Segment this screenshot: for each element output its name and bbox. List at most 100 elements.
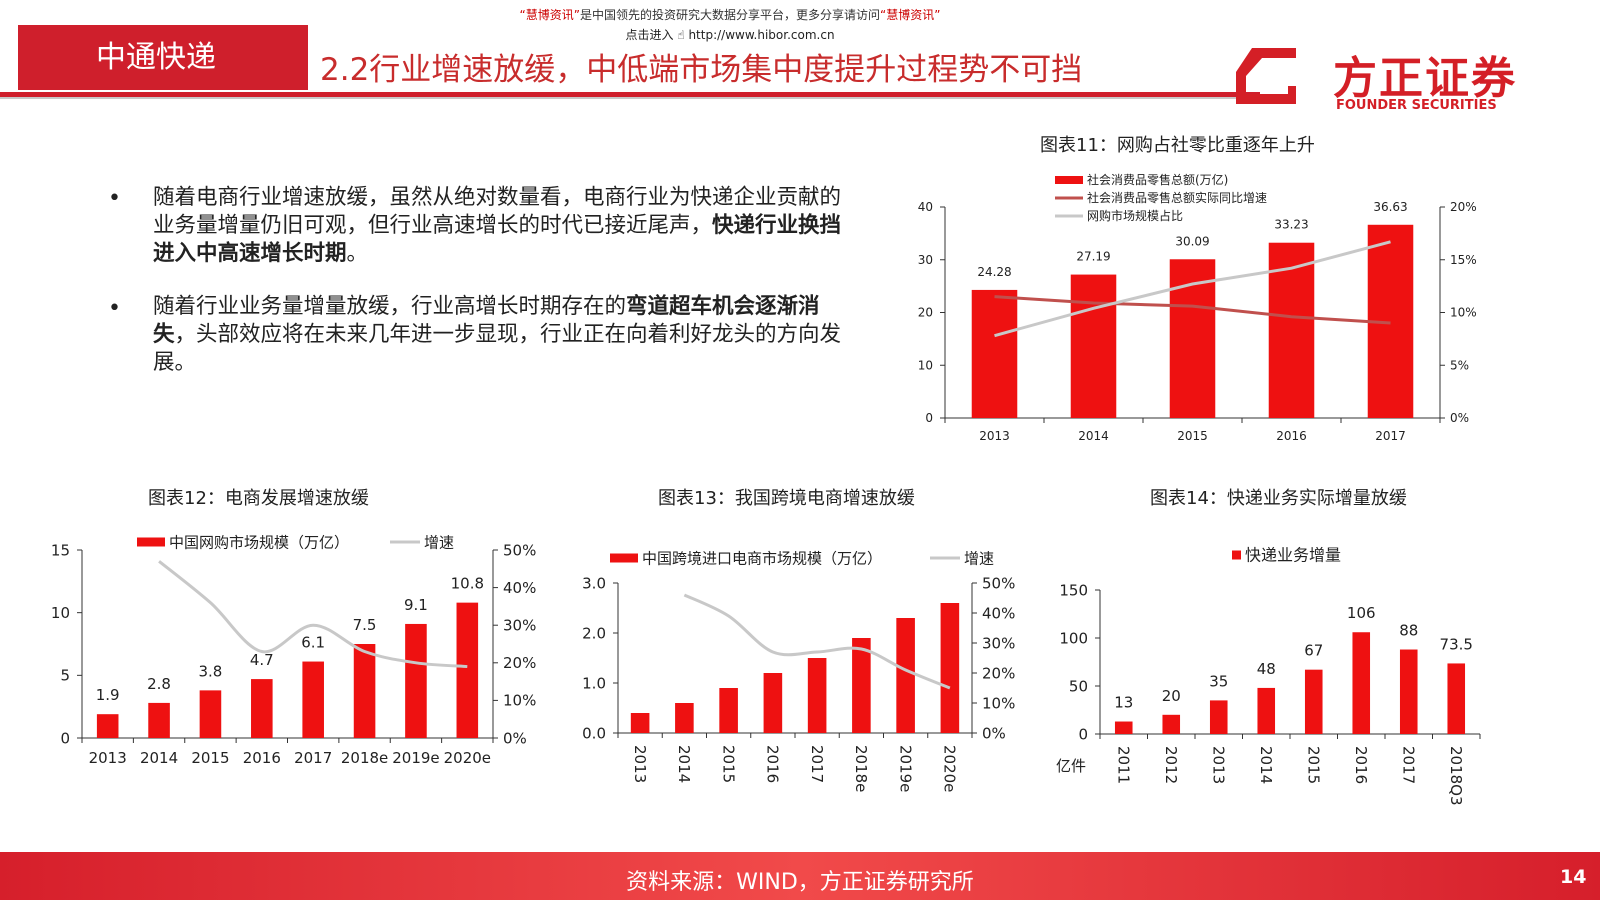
x-tick-label: 2015 bbox=[1305, 746, 1323, 784]
chart12-title: 图表12：电商发展增速放缓 bbox=[148, 488, 369, 509]
bar bbox=[1169, 259, 1216, 418]
data-label: 10.8 bbox=[451, 575, 484, 593]
heading-divider-shadow bbox=[0, 97, 1260, 99]
y2-tick-label: 15% bbox=[1450, 253, 1477, 267]
bar bbox=[1162, 714, 1181, 734]
y-tick-label: 1.0 bbox=[582, 674, 606, 692]
y2-tick-label: 0% bbox=[982, 724, 1006, 742]
bullet-1-end: 。 bbox=[346, 241, 369, 266]
y2-tick-label: 20% bbox=[982, 664, 1015, 682]
pointer-cursor-icon: ☝ bbox=[677, 28, 685, 42]
bar bbox=[1399, 649, 1418, 734]
x-tick-label: 2012 bbox=[1162, 746, 1180, 784]
legend-label: 中国跨境进口电商市场规模（万亿） bbox=[642, 549, 882, 567]
logo-name: 方正证券 bbox=[1333, 53, 1517, 104]
y2-tick-label: 10% bbox=[1450, 306, 1477, 320]
legend-swatch bbox=[137, 537, 165, 547]
section-label: 中通快递 bbox=[18, 25, 308, 90]
legend-label: 网购市场规模占比 bbox=[1087, 208, 1183, 223]
legend-label: 中国网购市场规模（万亿） bbox=[169, 533, 349, 551]
data-label: 13 bbox=[1114, 694, 1133, 712]
x-tick-label: 2011 bbox=[1115, 746, 1133, 784]
x-tick-label: 2016 bbox=[764, 745, 782, 783]
chart12: 0 5 10 15 0% 10% 20% 30% 40% 50% 2013 2014 2015 2016 2… bbox=[51, 533, 536, 767]
y-tick-label: 3.0 bbox=[582, 574, 606, 592]
bullet-marker: • bbox=[108, 296, 121, 321]
data-label: 88 bbox=[1399, 622, 1418, 640]
bullet-marker: • bbox=[108, 186, 121, 211]
y2-tick-label: 20% bbox=[503, 654, 536, 672]
y2-tick-label: 50% bbox=[503, 541, 536, 559]
bar bbox=[807, 658, 827, 733]
promo-brand-2: “慧博资讯” bbox=[880, 8, 941, 22]
y-tick-label: 0 bbox=[1078, 725, 1088, 743]
series-line bbox=[994, 240, 1391, 338]
data-label: 20 bbox=[1162, 687, 1181, 705]
data-label: 2.8 bbox=[147, 675, 171, 693]
chart13: 0.0 1.0 2.0 3.0 0% 10% 20% 30% 40% 50% 2013 2014 201… bbox=[582, 549, 1015, 792]
bullet-text-1: 随着电商行业增速放缓，虽然从绝对数量看，电商行业为快递企业贡献的业务量增量仍旧可… bbox=[153, 184, 853, 268]
promo-link-prefix: 点击进入 bbox=[625, 28, 674, 42]
x-tick-label: 2015 bbox=[719, 745, 737, 783]
y-tick-label: 5 bbox=[60, 667, 70, 685]
x-tick-label: 2014 bbox=[675, 745, 693, 783]
bar bbox=[940, 603, 960, 733]
y2-tick-label: 40% bbox=[982, 604, 1015, 622]
data-label: 67 bbox=[1304, 642, 1323, 660]
y2-tick-label: 10% bbox=[503, 692, 536, 710]
x-tick-label: 2017 bbox=[1375, 429, 1406, 443]
data-label: 27.19 bbox=[1076, 250, 1110, 264]
x-tick-label: 2014 bbox=[1078, 429, 1109, 443]
x-tick-label: 2019e bbox=[896, 745, 914, 792]
data-label: 33.23 bbox=[1274, 218, 1308, 232]
y-tick-label: 100 bbox=[1059, 629, 1088, 647]
legend-swatch bbox=[610, 553, 638, 563]
bar bbox=[251, 679, 273, 738]
y2-tick-label: 30% bbox=[503, 616, 536, 634]
bullet-2-emphasis: 弯道超车机会逐渐消失 bbox=[153, 294, 820, 347]
y-tick-label: 0 bbox=[925, 411, 933, 425]
y2-tick-label: 10% bbox=[982, 694, 1015, 712]
y-tick-label: 0.0 bbox=[582, 724, 606, 742]
data-label: 9.1 bbox=[404, 596, 428, 614]
legend-label: 社会消费品零售总额实际同比增速 bbox=[1087, 190, 1267, 205]
y2-tick-label: 20% bbox=[1450, 200, 1477, 214]
founder-logo-icon bbox=[1236, 48, 1296, 104]
y-tick-label: 2.0 bbox=[582, 624, 606, 642]
footer-bar bbox=[0, 852, 1600, 900]
series-line bbox=[158, 560, 468, 669]
bar bbox=[353, 644, 376, 738]
x-tick-label: 2019e bbox=[392, 749, 439, 767]
chart11: 0 10 20 30 40 0% 5% 10% 15% 20% 2013 2014 2015 2016 20… bbox=[918, 172, 1477, 443]
promo-url-link[interactable]: http://www.hibor.com.cn bbox=[688, 28, 835, 42]
y-tick-label: 30 bbox=[918, 253, 933, 267]
y-tick-label: 50 bbox=[1069, 677, 1088, 695]
legend-label: 快递业务增量 bbox=[1245, 546, 1341, 565]
chart11-title: 图表11：网购占社零比重逐年上升 bbox=[1040, 135, 1315, 156]
bullet-text-2: 随着行业业务量增量放缓，行业高增长时期存在的弯道超车机会逐渐消失，头部效应将在未… bbox=[153, 293, 853, 377]
x-tick-label: 2018Q3 bbox=[1447, 746, 1465, 806]
x-tick-label: 2015 bbox=[191, 749, 229, 767]
y-tick-label: 20 bbox=[918, 306, 933, 320]
promo-brand-1: “慧博资讯” bbox=[519, 8, 580, 22]
data-label: 4.7 bbox=[250, 651, 274, 669]
series-line bbox=[683, 593, 951, 690]
bullet-2-end: ，头部效应将在未来几年进一步显现，行业正在向着利好龙头的方向发展。 bbox=[153, 322, 842, 375]
bar bbox=[630, 713, 650, 733]
data-label: 35 bbox=[1209, 672, 1228, 690]
bullet-1-text: 随着电商行业增速放缓，虽然从绝对数量看，电商行业为快递企业贡献的业务量增量仍旧可… bbox=[153, 185, 842, 238]
bar bbox=[971, 289, 1018, 418]
x-tick-label: 2016 bbox=[243, 749, 281, 767]
bar bbox=[1257, 687, 1276, 734]
x-tick-label: 2017 bbox=[808, 745, 826, 783]
page-number: 14 bbox=[1560, 866, 1587, 888]
legend-label: 社会消费品零售总额(万亿) bbox=[1087, 172, 1228, 187]
promo-line: “慧博资讯”是中国领先的投资研究大数据分享平台，更多分享请访问“慧博资讯” bbox=[0, 6, 1460, 23]
data-label: 1.9 bbox=[96, 686, 120, 704]
bar bbox=[1209, 700, 1228, 734]
data-label: 3.8 bbox=[199, 662, 223, 680]
bar bbox=[199, 690, 222, 738]
y2-tick-label: 0% bbox=[503, 729, 527, 747]
x-tick-label: 2016 bbox=[1276, 429, 1307, 443]
